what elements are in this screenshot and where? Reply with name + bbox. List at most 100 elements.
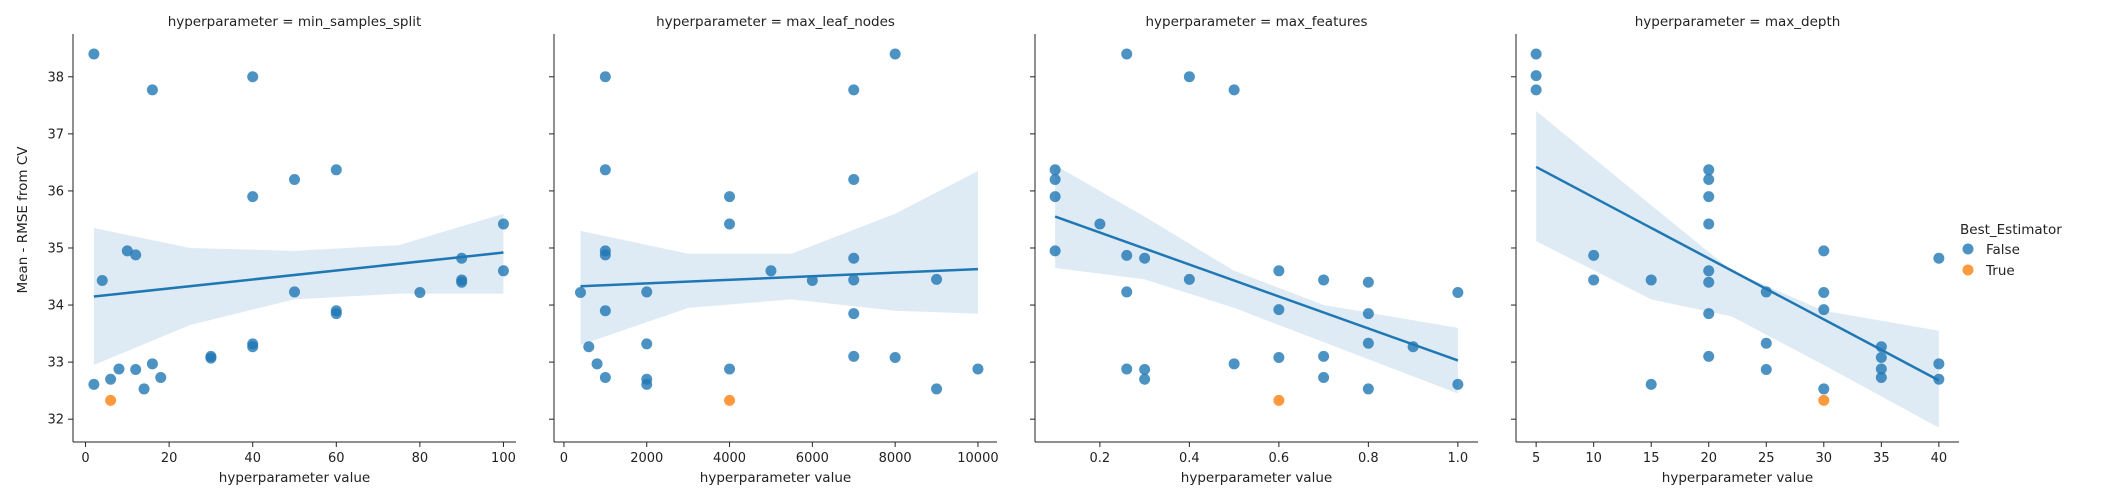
data-point: [1530, 70, 1542, 82]
y-tick-label: 36: [47, 184, 64, 199]
data-point: [1530, 84, 1542, 96]
regression-line: [1535, 165, 1940, 382]
regression-line: [93, 251, 504, 298]
data-point: [247, 71, 259, 83]
y-tick-label: 34: [47, 299, 64, 314]
data-point: [848, 308, 860, 320]
data-point: [146, 84, 158, 96]
data-point: [1452, 378, 1464, 390]
data-point: [1703, 218, 1715, 230]
data-point: [1183, 273, 1195, 285]
x-tick-label: 40: [244, 451, 261, 466]
x-tick-label: 40: [1931, 451, 1948, 466]
data-point: [155, 372, 167, 384]
y-tick-label: 33: [47, 356, 64, 371]
data-point: [497, 218, 509, 230]
x-tick-label: 10: [1585, 451, 1602, 466]
data-point: [1818, 383, 1830, 395]
data-point: [1362, 383, 1374, 395]
data-point: [1818, 286, 1830, 298]
data-point: [806, 275, 818, 287]
x-tick-label: 0: [81, 451, 89, 466]
x-tick-label: 1.0: [1448, 451, 1469, 466]
data-point: [1703, 191, 1715, 203]
data-point: [1273, 265, 1285, 277]
confidence-band: [1055, 165, 1458, 394]
data-point: [1228, 358, 1240, 370]
data-point: [931, 273, 943, 285]
data-point: [1318, 372, 1330, 384]
x-axis-label: hyperparameter value: [700, 470, 851, 486]
legend-label-false: False: [1986, 242, 2020, 258]
x-tick-label: 0: [560, 451, 568, 466]
data-point: [121, 245, 133, 257]
facet-title: hyperparameter = max_depth: [1635, 14, 1841, 30]
data-point: [1139, 364, 1151, 376]
data-point: [1645, 378, 1657, 390]
x-tick-label: 10000: [957, 451, 998, 466]
facet-panels: hyperparameter = min_samples_split 0 20 40 6…: [47, 14, 1959, 486]
data-point: [848, 252, 860, 264]
data-point: [497, 265, 509, 277]
data-point: [456, 276, 468, 288]
data-point: [1588, 249, 1600, 261]
data-point: [765, 265, 777, 277]
x-tick-label: 8000: [879, 451, 912, 466]
facet-title: hyperparameter = max_features: [1145, 14, 1367, 30]
x-tick-label: 25: [1758, 451, 1775, 466]
x-tick-label: 20: [161, 451, 178, 466]
data-point: [1362, 276, 1374, 288]
x-axis-label: hyperparameter value: [1662, 470, 1813, 486]
x-tick-label: 15: [1643, 451, 1660, 466]
data-point: [889, 48, 901, 60]
data-point: [1703, 276, 1715, 288]
data-point: [1875, 363, 1887, 375]
y-tick-label: 37: [47, 127, 64, 142]
data-point-best: [1818, 394, 1830, 406]
y-axis-label: Mean - RMSE from CV: [15, 146, 31, 294]
data-point: [247, 191, 259, 203]
data-point: [138, 383, 150, 395]
data-point: [1273, 352, 1285, 364]
data-point: [1121, 363, 1133, 375]
data-point: [330, 308, 342, 320]
x-tick-label: 0.8: [1358, 451, 1379, 466]
data-point: [130, 249, 142, 261]
data-point: [1362, 308, 1374, 320]
x-tick-label: 100: [491, 451, 516, 466]
legend-label-true: True: [1985, 263, 2015, 279]
data-point: [848, 174, 860, 186]
data-point: [88, 378, 100, 390]
data-point: [1183, 71, 1195, 83]
data-point: [1121, 48, 1133, 60]
data-point: [205, 352, 217, 364]
data-point: [1645, 274, 1657, 286]
data-point: [848, 350, 860, 362]
x-tick-label: 35: [1873, 451, 1890, 466]
x-tick-label: 5: [1532, 451, 1540, 466]
confidence-band: [580, 170, 978, 345]
data-point: [414, 286, 426, 298]
data-point: [146, 358, 158, 370]
data-point: [1318, 274, 1330, 286]
x-tick-label: 60: [328, 451, 345, 466]
x-tick-label: 20: [1700, 451, 1717, 466]
legend-title: Best_Estimator: [1960, 222, 2062, 238]
y-tick-label: 38: [47, 70, 64, 85]
data-point: [1121, 249, 1133, 261]
facet-panel-1: hyperparameter = min_samples_split 0 20 40 6…: [47, 14, 516, 486]
data-point: [330, 164, 342, 176]
data-point-best: [1273, 394, 1285, 406]
data-point: [1049, 191, 1061, 203]
data-point: [641, 338, 653, 350]
x-tick-label: 6000: [796, 451, 829, 466]
data-point: [1933, 358, 1945, 370]
data-point: [641, 378, 653, 390]
data-point: [1875, 372, 1887, 384]
x-tick-label: 0.2: [1090, 451, 1111, 466]
data-point: [96, 275, 108, 287]
x-tick-label: 4000: [713, 451, 746, 466]
data-point: [574, 286, 586, 298]
regression-line: [580, 267, 979, 288]
